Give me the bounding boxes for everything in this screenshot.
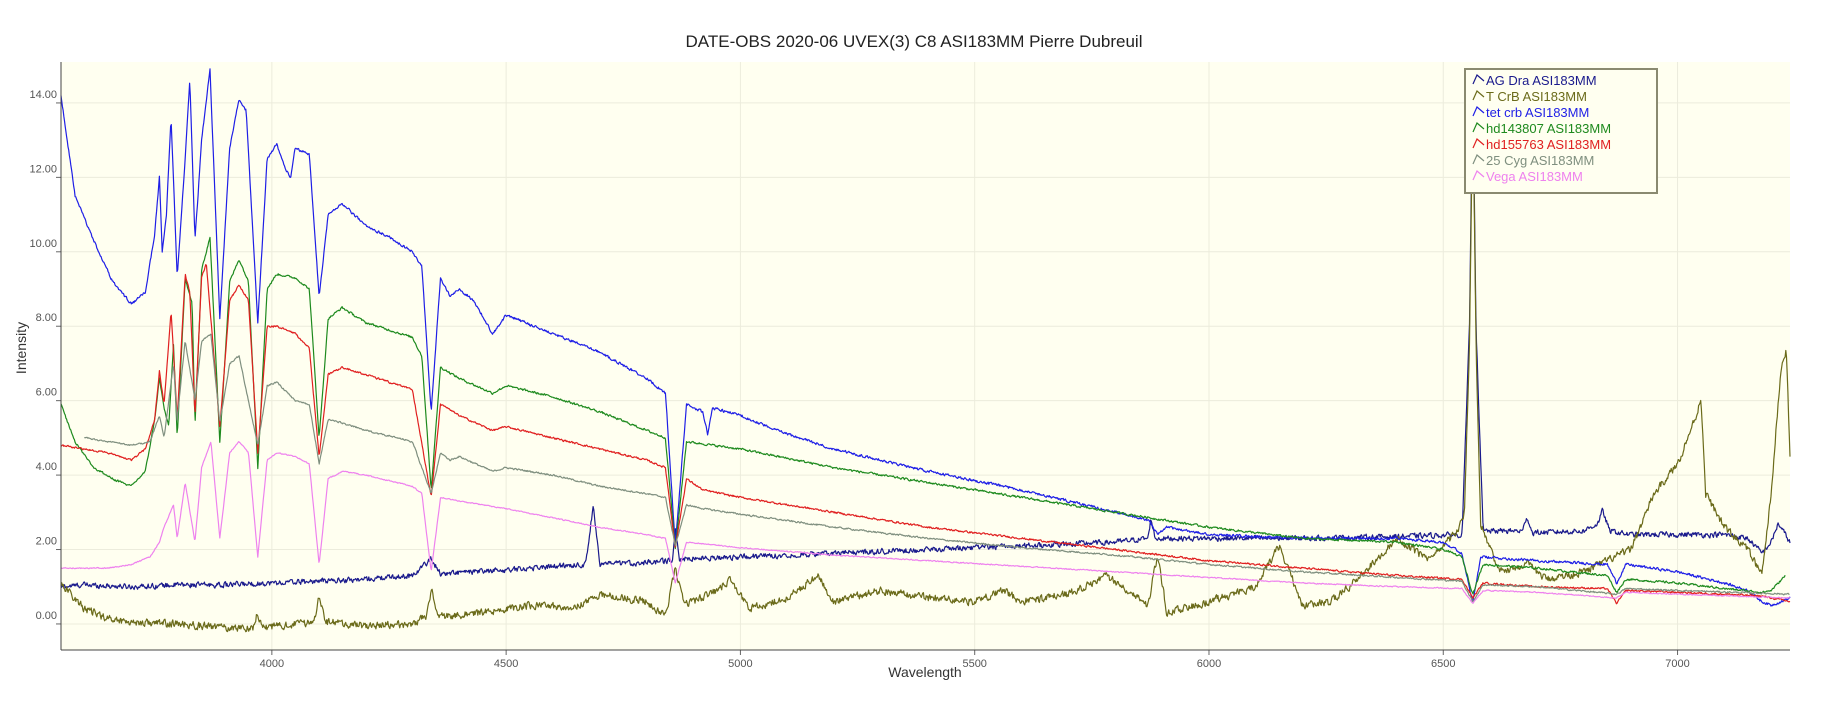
y-tick-label: 14.00 xyxy=(29,89,57,101)
series-line[interactable] xyxy=(60,441,1791,604)
series-line[interactable] xyxy=(60,111,1791,633)
chart-title: DATE-OBS 2020-06 UVEX(3) C8 ASI183MM Pie… xyxy=(686,32,1143,51)
y-tick-label: 2.00 xyxy=(36,536,57,548)
legend-swatch xyxy=(1472,90,1485,101)
series-line[interactable] xyxy=(84,333,1790,603)
x-tick-label: 4000 xyxy=(260,658,284,670)
series-lines xyxy=(60,68,1791,633)
legend-swatch xyxy=(1472,74,1485,85)
legend-item[interactable]: tet crb ASI183MM xyxy=(1486,105,1589,120)
legend-swatch xyxy=(1472,170,1485,181)
x-tick-label: 5500 xyxy=(962,658,986,670)
series-line[interactable] xyxy=(60,264,1791,605)
legend-item[interactable]: AG Dra ASI183MM xyxy=(1486,73,1597,88)
y-tick-label: 0.00 xyxy=(36,610,57,622)
x-tick-label: 4500 xyxy=(494,658,518,670)
legend-box xyxy=(1464,68,1658,194)
y-axis-title: Intensity xyxy=(13,322,29,374)
y-tick-label: 10.00 xyxy=(29,238,57,250)
series-line[interactable] xyxy=(60,236,1786,595)
y-tick-label: 4.00 xyxy=(36,461,57,473)
x-tick-label: 7000 xyxy=(1665,658,1689,670)
legend-swatch xyxy=(1472,154,1485,165)
legend-item[interactable]: 25 Cyg ASI183MM xyxy=(1486,153,1594,168)
series-line[interactable] xyxy=(60,91,1791,591)
series-line[interactable] xyxy=(60,68,1791,607)
y-tick-label: 8.00 xyxy=(36,312,57,324)
legend-item[interactable]: T CrB ASI183MM xyxy=(1486,89,1587,104)
x-tick-label: 6000 xyxy=(1197,658,1221,670)
y-tick-label: 6.00 xyxy=(36,387,57,399)
x-axis-title: Wavelength xyxy=(888,664,961,680)
legend-item[interactable]: Vega ASI183MM xyxy=(1486,169,1583,184)
legend-swatch xyxy=(1472,138,1485,149)
grid-lines xyxy=(61,62,1790,650)
x-tick-label: 6500 xyxy=(1431,658,1455,670)
legend-swatch xyxy=(1472,106,1485,117)
axes: 4000 4500 5000 5500 6000 6500 7000 0.00 2.00 4.00… xyxy=(29,62,1790,670)
legend-item[interactable]: hd143807 ASI183MM xyxy=(1486,121,1611,136)
legend-swatch xyxy=(1472,122,1485,133)
legend-item[interactable]: hd155763 ASI183MM xyxy=(1486,137,1611,152)
x-tick-label: 5000 xyxy=(728,658,752,670)
y-tick-label: 12.00 xyxy=(29,163,57,175)
